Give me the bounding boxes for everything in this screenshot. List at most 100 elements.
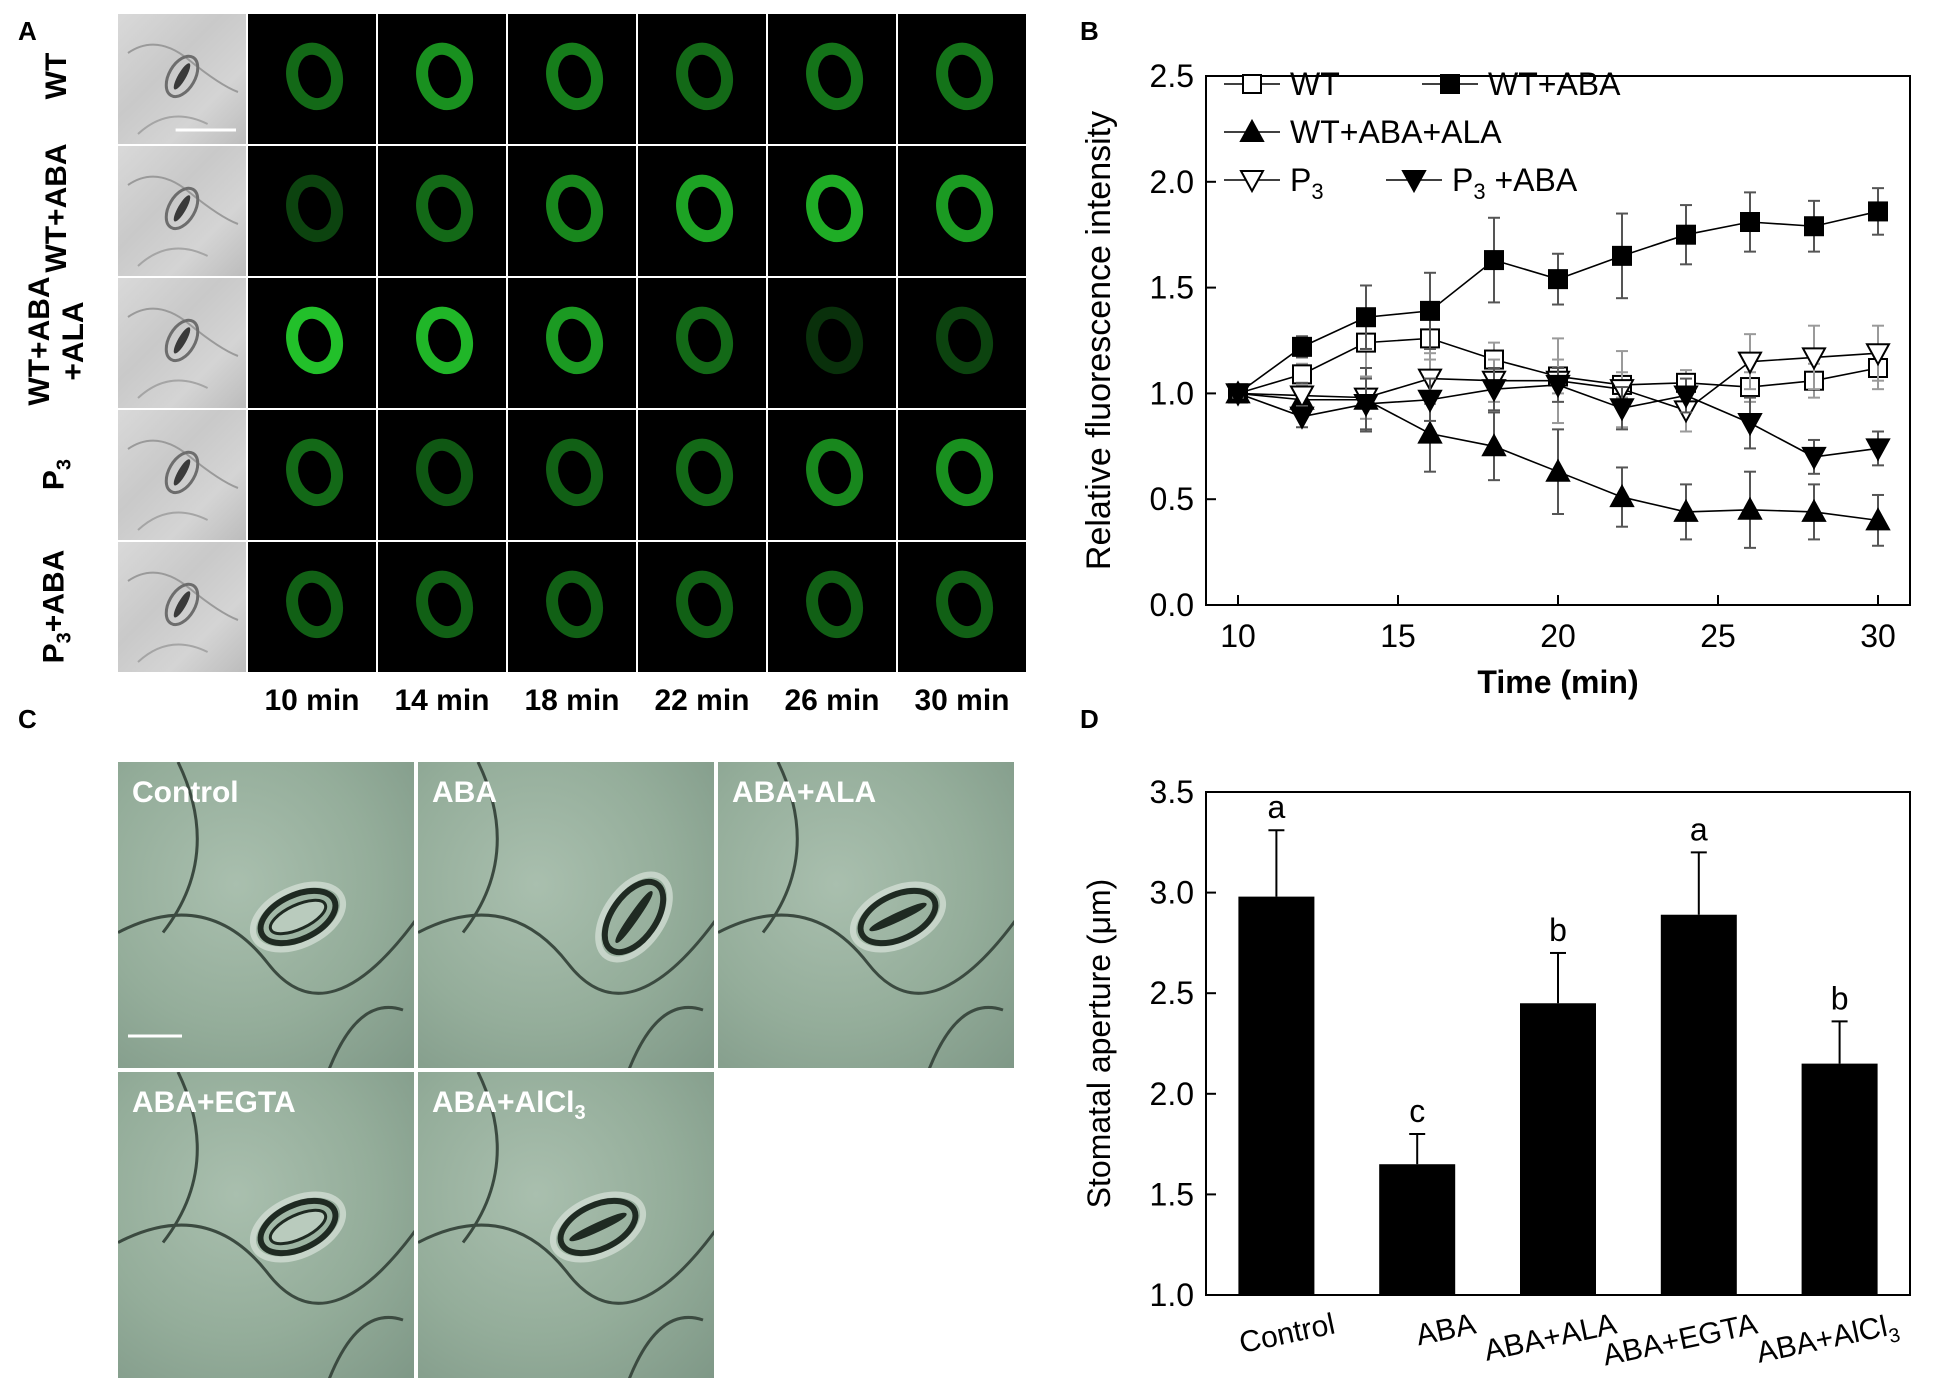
guard-cell-halo: [849, 881, 947, 953]
dark-pore: [696, 458, 713, 487]
stomatal-pore: [268, 1208, 328, 1246]
legend-label-wt-aba: WT+ABA: [1488, 66, 1621, 102]
dark-pore: [566, 458, 583, 487]
fluorescence-ring: [546, 306, 604, 375]
dark-pore: [826, 458, 843, 487]
fluorescence-ring: [676, 42, 734, 111]
cell-wall: [461, 762, 499, 934]
y-axis-label: Stomatal aperture (μm): [1081, 879, 1117, 1209]
data-point-marker: [1440, 74, 1460, 94]
fluorescence-ring: [806, 570, 864, 639]
data-point-marker: [1737, 351, 1763, 375]
x-tick-label: ABA+ALA: [1481, 1308, 1619, 1368]
brightfield-tile: [118, 410, 246, 540]
fluorescence-ring: [936, 570, 994, 639]
brightfield-tile: [118, 278, 246, 408]
micrograph-tile: ABA: [416, 760, 716, 1070]
row-label-line: WT+ABA: [40, 143, 73, 273]
data-point-marker: [1292, 336, 1312, 357]
fluorescence-ring: [416, 570, 474, 639]
data-point-marker: [1673, 498, 1699, 522]
cell-wall: [161, 762, 199, 934]
fluorescence-ring: [546, 570, 604, 639]
x-tick-label: Control: [1236, 1308, 1337, 1360]
guard-cell: [164, 582, 200, 627]
row-label: P3: [38, 410, 77, 540]
fluorescence-tile: [768, 410, 896, 540]
fluorescence-ring: [806, 42, 864, 111]
data-point-marker: [1609, 398, 1635, 422]
fluorescence-ring: [676, 174, 734, 243]
brightfield-stoma-icon: [127, 571, 239, 663]
significance-letter: c: [1409, 1093, 1425, 1129]
epidermis-stoma-icon: [718, 762, 1014, 1068]
cell-wall: [928, 1005, 1004, 1068]
data-point-marker: [1353, 393, 1379, 418]
guard-cell: [164, 186, 200, 231]
fluorescence-ring: [416, 174, 474, 243]
fluorescence-ring: [806, 174, 864, 243]
micrograph-label: Control: [132, 776, 239, 809]
guard-cell-halo: [549, 1191, 647, 1263]
micrograph-tile: ABA+EGTA: [116, 1070, 416, 1380]
fluorescence-tile: [508, 410, 636, 540]
fluorescence-ring: [286, 438, 344, 507]
brightfield-stoma-icon: [127, 307, 239, 399]
panel-letter-d: D: [1080, 704, 1099, 734]
x-tick-label: 20: [1540, 618, 1576, 654]
guard-cell-fluorescence-icon: [416, 570, 474, 639]
data-point-marker: [1676, 224, 1696, 245]
panel-letter-c: C: [18, 704, 37, 734]
cell-wall: [137, 115, 209, 135]
panel-d-bar-chart: 1.0 1.5 2.0 2.5 3.0 3.5 Stomatal aperture (μm)…: [1081, 774, 1911, 1376]
guard-cell-halo: [249, 1191, 347, 1263]
guard-cell: [257, 1197, 339, 1257]
stomatal-pore: [268, 898, 328, 936]
fluorescence-tile: [638, 278, 766, 408]
cell-wall: [127, 307, 239, 357]
guard-cell-fluorescence-icon: [286, 570, 344, 639]
time-label: 10 min: [264, 684, 360, 717]
guard-cell-fluorescence-icon: [936, 306, 994, 375]
cell-wall: [761, 762, 799, 934]
fluorescence-tile: [378, 410, 506, 540]
x-tick-label: 15: [1380, 618, 1416, 654]
row-label-line: WT: [40, 52, 73, 100]
data-point-marker: [1239, 118, 1265, 142]
cell-wall: [328, 1315, 404, 1378]
fluorescence-ring: [546, 174, 604, 243]
fluorescence-tile: [898, 146, 1026, 276]
significance-letter: a: [1268, 789, 1286, 825]
guard-cell-fluorescence-icon: [676, 570, 734, 639]
guard-cell: [857, 887, 939, 947]
dark-pore: [956, 590, 973, 619]
guard-cell-halo: [595, 871, 673, 963]
fluorescence-tile: [638, 146, 766, 276]
bar: [1379, 1164, 1456, 1295]
legend-label-wt-aba-ala: WT+ABA+ALA: [1290, 114, 1502, 150]
y-tick-label: 0.0: [1150, 587, 1194, 623]
y-tick-label: 2.5: [1150, 975, 1194, 1011]
y-tick-label: 1.5: [1150, 1176, 1194, 1212]
guard-cell: [257, 887, 339, 947]
row-label-line: +ALA: [57, 301, 90, 381]
fluorescence-ring: [286, 306, 344, 375]
brightfield-tile: [118, 542, 246, 672]
time-label: 30 min: [914, 684, 1010, 717]
data-point-marker: [1356, 307, 1376, 328]
fluorescence-ring: [286, 42, 344, 111]
fluorescence-tile: [378, 146, 506, 276]
guard-cell-fluorescence-icon: [676, 174, 734, 243]
guard-cell-fluorescence-icon: [416, 306, 474, 375]
brightfield-stoma-icon: [127, 43, 239, 135]
fluorescence-tile: [898, 410, 1026, 540]
stomatal-pore: [569, 1212, 627, 1242]
fluorescence-ring: [676, 306, 734, 375]
micrograph-label: ABA+ALA: [732, 776, 877, 809]
data-point-marker: [1868, 201, 1888, 222]
fluorescence-ring: [936, 42, 994, 111]
fluorescence-tile: [248, 542, 376, 672]
data-point-marker: [1481, 433, 1507, 457]
cell-wall: [628, 1315, 704, 1378]
epidermis-stoma-icon: [118, 1072, 414, 1378]
